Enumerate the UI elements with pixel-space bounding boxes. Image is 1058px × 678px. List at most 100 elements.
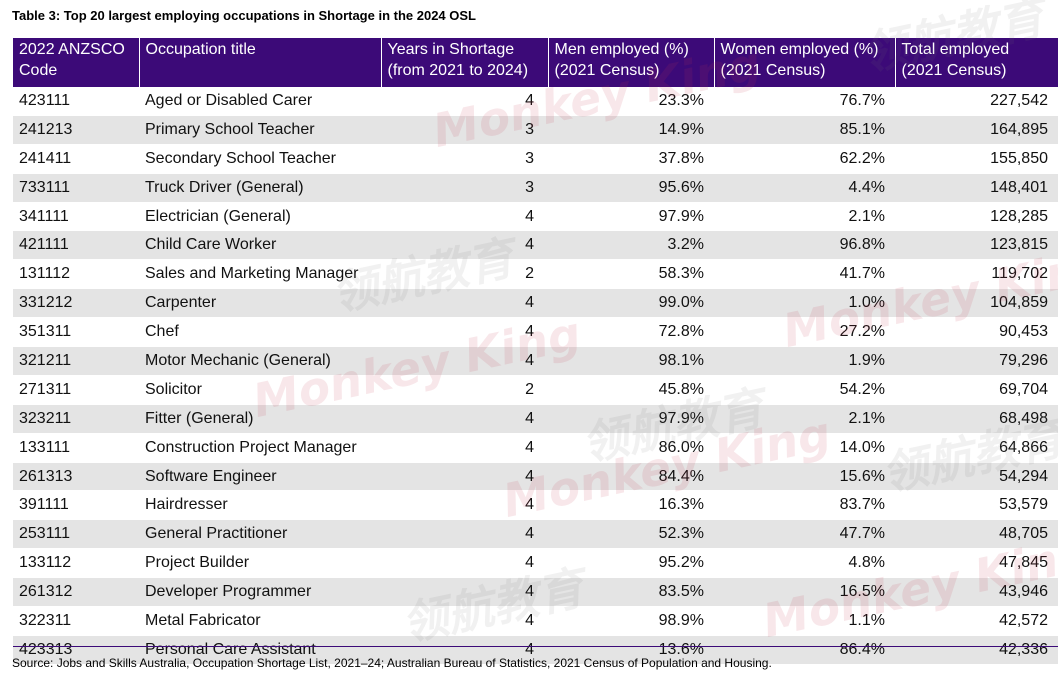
cell-years: 4: [381, 87, 548, 116]
cell-code: 331212: [13, 288, 139, 319]
cell-total: 43,946: [895, 577, 1058, 608]
cell-title: Electrician (General): [139, 202, 381, 232]
cell-title: Solicitor: [139, 375, 381, 405]
cell-men: 72.8%: [548, 317, 714, 348]
cell-code: 323211: [13, 404, 139, 434]
table-row: 271311 Solicitor 2 45.8% 54.2% 69,704: [13, 375, 1058, 405]
cell-men: 97.9%: [548, 202, 714, 232]
cell-title: Construction Project Manager: [139, 433, 381, 463]
table-header-row: 2022 ANZSCO Code Occupation title Years …: [13, 38, 1058, 87]
cell-men: 52.3%: [548, 519, 714, 550]
cell-total: 148,401: [895, 173, 1058, 203]
cell-code: 421111: [13, 230, 139, 261]
table-row: 323211 Fitter (General) 4 97.9% 2.1% 68,498: [13, 404, 1058, 434]
cell-total: 53,579: [895, 490, 1058, 521]
table-row: 733111 Truck Driver (General) 3 95.6% 4.4% 14…: [13, 173, 1058, 203]
cell-women: 1.0%: [714, 288, 895, 319]
cell-title: Developer Programmer: [139, 577, 381, 608]
table-row: 241411 Secondary School Teacher 3 37.8% 62.2…: [13, 144, 1058, 174]
cell-title: Project Builder: [139, 548, 381, 579]
table-row: 341111 Electrician (General) 4 97.9% 2.1% 128…: [13, 202, 1058, 232]
cell-code: 321211: [13, 346, 139, 376]
table-row: 391111 Hairdresser 4 16.3% 83.7% 53,579: [13, 490, 1058, 521]
cell-code: 341111: [13, 202, 139, 232]
cell-total: 164,895: [895, 115, 1058, 145]
cell-years: 3: [381, 144, 548, 174]
cell-women: 15.6%: [714, 462, 895, 492]
cell-men: 3.2%: [548, 230, 714, 261]
cell-total: 128,285: [895, 202, 1058, 232]
cell-women: 83.7%: [714, 490, 895, 521]
header-code: 2022 ANZSCO Code: [19, 41, 125, 79]
header-title: Occupation title: [138, 38, 381, 87]
cell-code: 391111: [13, 490, 139, 521]
cell-years: 4: [381, 548, 548, 579]
header-women: Women employed (%) (2021 Census): [713, 38, 895, 87]
cell-title: Sales and Marketing Manager: [139, 259, 381, 290]
cell-code: 131112: [13, 259, 139, 290]
cell-code: 322311: [13, 606, 139, 636]
cell-code: 271311: [13, 375, 139, 405]
cell-women: 86.4%: [714, 635, 895, 665]
cell-years: 4: [381, 635, 548, 665]
table-row: 351311 Chef 4 72.8% 27.2% 90,453: [13, 317, 1058, 348]
table-row: 131112 Sales and Marketing Manager 2 58.3% 4…: [13, 259, 1058, 290]
cell-total: 69,704: [895, 375, 1058, 405]
source-note: Source: Jobs and Skills Australia, Occup…: [12, 656, 772, 670]
cell-title: Fitter (General): [139, 404, 381, 434]
cell-women: 1.9%: [714, 346, 895, 376]
cell-women: 4.8%: [714, 548, 895, 579]
cell-title: Metal Fabricator: [139, 606, 381, 636]
cell-men: 86.0%: [548, 433, 714, 463]
cell-men: 97.9%: [548, 404, 714, 434]
cell-total: 90,453: [895, 317, 1058, 348]
cell-women: 96.8%: [714, 230, 895, 261]
cell-title: Software Engineer: [139, 462, 381, 492]
cell-years: 4: [381, 490, 548, 521]
cell-title: Child Care Worker: [139, 230, 381, 261]
cell-total: 104,859: [895, 288, 1058, 319]
cell-women: 62.2%: [714, 144, 895, 174]
cell-total: 47,845: [895, 548, 1058, 579]
cell-years: 4: [381, 404, 548, 434]
header-total: Total employed (2021 Census): [894, 38, 1058, 87]
cell-code: 423313: [13, 635, 139, 665]
cell-years: 4: [381, 433, 548, 463]
cell-years: 4: [381, 230, 548, 261]
cell-men: 98.9%: [548, 606, 714, 636]
table-row: 241213 Primary School Teacher 3 14.9% 85.1% 1…: [13, 115, 1058, 145]
cell-women: 2.1%: [714, 404, 895, 434]
cell-men: 37.8%: [548, 144, 714, 174]
cell-code: 261312: [13, 577, 139, 608]
cell-men: 83.5%: [548, 577, 714, 608]
cell-total: 42,336: [895, 635, 1058, 665]
cell-women: 85.1%: [714, 115, 895, 145]
cell-total: 119,702: [895, 259, 1058, 290]
cell-total: 64,866: [895, 433, 1058, 463]
cell-total: 54,294: [895, 462, 1058, 492]
cell-men: 95.2%: [548, 548, 714, 579]
cell-years: 4: [381, 606, 548, 636]
cell-total: 48,705: [895, 519, 1058, 550]
cell-women: 1.1%: [714, 606, 895, 636]
cell-total: 227,542: [895, 87, 1058, 116]
cell-women: 27.2%: [714, 317, 895, 348]
cell-code: 241411: [13, 144, 139, 174]
cell-code: 133111: [13, 433, 139, 463]
cell-years: 2: [381, 259, 548, 290]
cell-men: 95.6%: [548, 173, 714, 203]
cell-title: Personal Care Assistant: [139, 635, 381, 665]
cell-men: 14.9%: [548, 115, 714, 145]
cell-total: 123,815: [895, 230, 1058, 261]
cell-code: 241213: [13, 115, 139, 145]
cell-title: Chef: [139, 317, 381, 348]
table-bottom-rule: [13, 646, 1058, 647]
cell-men: 99.0%: [548, 288, 714, 319]
cell-code: 351311: [13, 317, 139, 348]
table-row: 423313 Personal Care Assistant 4 13.6% 86.4%…: [13, 635, 1058, 665]
cell-men: 45.8%: [548, 375, 714, 405]
cell-years: 4: [381, 346, 548, 376]
table-row: 331212 Carpenter 4 99.0% 1.0% 104,859: [13, 288, 1058, 319]
cell-years: 4: [381, 577, 548, 608]
cell-title: Truck Driver (General): [139, 173, 381, 203]
